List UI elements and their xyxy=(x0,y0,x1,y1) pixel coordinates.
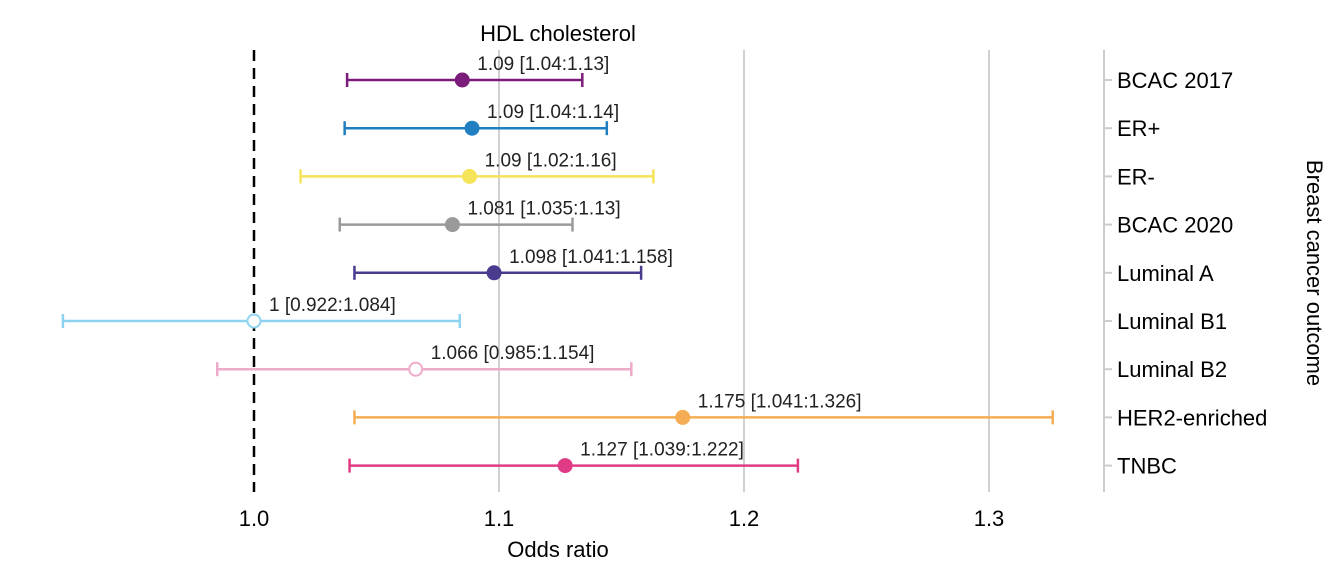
estimate-label: 1.127 [1.039:1.222] xyxy=(580,440,744,461)
point-estimate xyxy=(444,217,460,233)
y-tick-label: Luminal B1 xyxy=(1117,309,1227,334)
estimate-row: 1.09 [1.04:1.13] xyxy=(345,54,609,88)
estimate-row: 1.09 [1.04:1.14] xyxy=(343,102,619,136)
x-tick-layer: 1.0 1.1 1.2 1.3 xyxy=(239,506,1005,531)
point-estimate xyxy=(557,458,573,474)
x-axis-label: Odds ratio xyxy=(507,537,609,562)
estimate-label: 1.09 [1.04:1.13] xyxy=(477,54,609,75)
estimate-row: 1.09 [1.02:1.16] xyxy=(299,150,655,184)
point-estimate xyxy=(486,265,502,281)
estimate-row: 1 [0.922:1.084] xyxy=(61,295,462,329)
y-tick-layer: BCAC 2017 ER+ ER- BCAC 2020 Luminal A Luminal… xyxy=(1104,68,1267,479)
rows-layer: 1.09 [1.04:1.13] 1.09 [1.04:1.14] 1.09 [1.… xyxy=(61,54,1054,474)
estimate-label: 1.066 [0.985:1.154] xyxy=(431,343,595,364)
estimate-row: 1.175 [1.041:1.326] xyxy=(353,391,1054,425)
y-axis-label: Breast cancer outcome xyxy=(1302,160,1327,386)
y-tick-label: BCAC 2020 xyxy=(1117,213,1233,238)
point-estimate xyxy=(454,72,470,88)
point-estimate xyxy=(246,313,262,329)
y-tick-label: TNBC xyxy=(1117,454,1177,479)
y-tick-label: HER2-enriched xyxy=(1117,405,1267,430)
estimate-label: 1.09 [1.04:1.14] xyxy=(487,102,619,123)
y-tick-label: BCAC 2017 xyxy=(1117,68,1233,93)
estimate-row: 1.081 [1.035:1.13] xyxy=(338,199,621,233)
y-tick-label: Luminal A xyxy=(1117,261,1214,286)
estimate-label: 1.175 [1.041:1.326] xyxy=(698,391,862,412)
y-tick-label: Luminal B2 xyxy=(1117,357,1227,382)
estimate-row: 1.098 [1.041:1.158] xyxy=(353,247,673,281)
y-tick-label: ER- xyxy=(1117,164,1155,189)
point-estimate xyxy=(675,409,691,425)
point-estimate xyxy=(408,361,424,377)
estimate-label: 1.081 [1.035:1.13] xyxy=(467,199,620,220)
point-estimate xyxy=(464,120,480,136)
estimate-row: 1.066 [0.985:1.154] xyxy=(216,343,633,377)
estimate-label: 1.098 [1.041:1.158] xyxy=(509,247,673,268)
x-tick-label: 1.0 xyxy=(239,506,270,531)
estimate-label: 1.09 [1.02:1.16] xyxy=(485,150,617,171)
estimate-label: 1 [0.922:1.084] xyxy=(269,295,396,316)
x-tick-label: 1.2 xyxy=(729,506,760,531)
chart-title: HDL cholesterol xyxy=(480,21,636,46)
estimate-row: 1.127 [1.039:1.222] xyxy=(348,440,800,474)
point-estimate xyxy=(462,168,478,184)
y-tick-label: ER+ xyxy=(1117,116,1160,141)
x-tick-label: 1.3 xyxy=(974,506,1005,531)
x-tick-label: 1.1 xyxy=(484,506,515,531)
